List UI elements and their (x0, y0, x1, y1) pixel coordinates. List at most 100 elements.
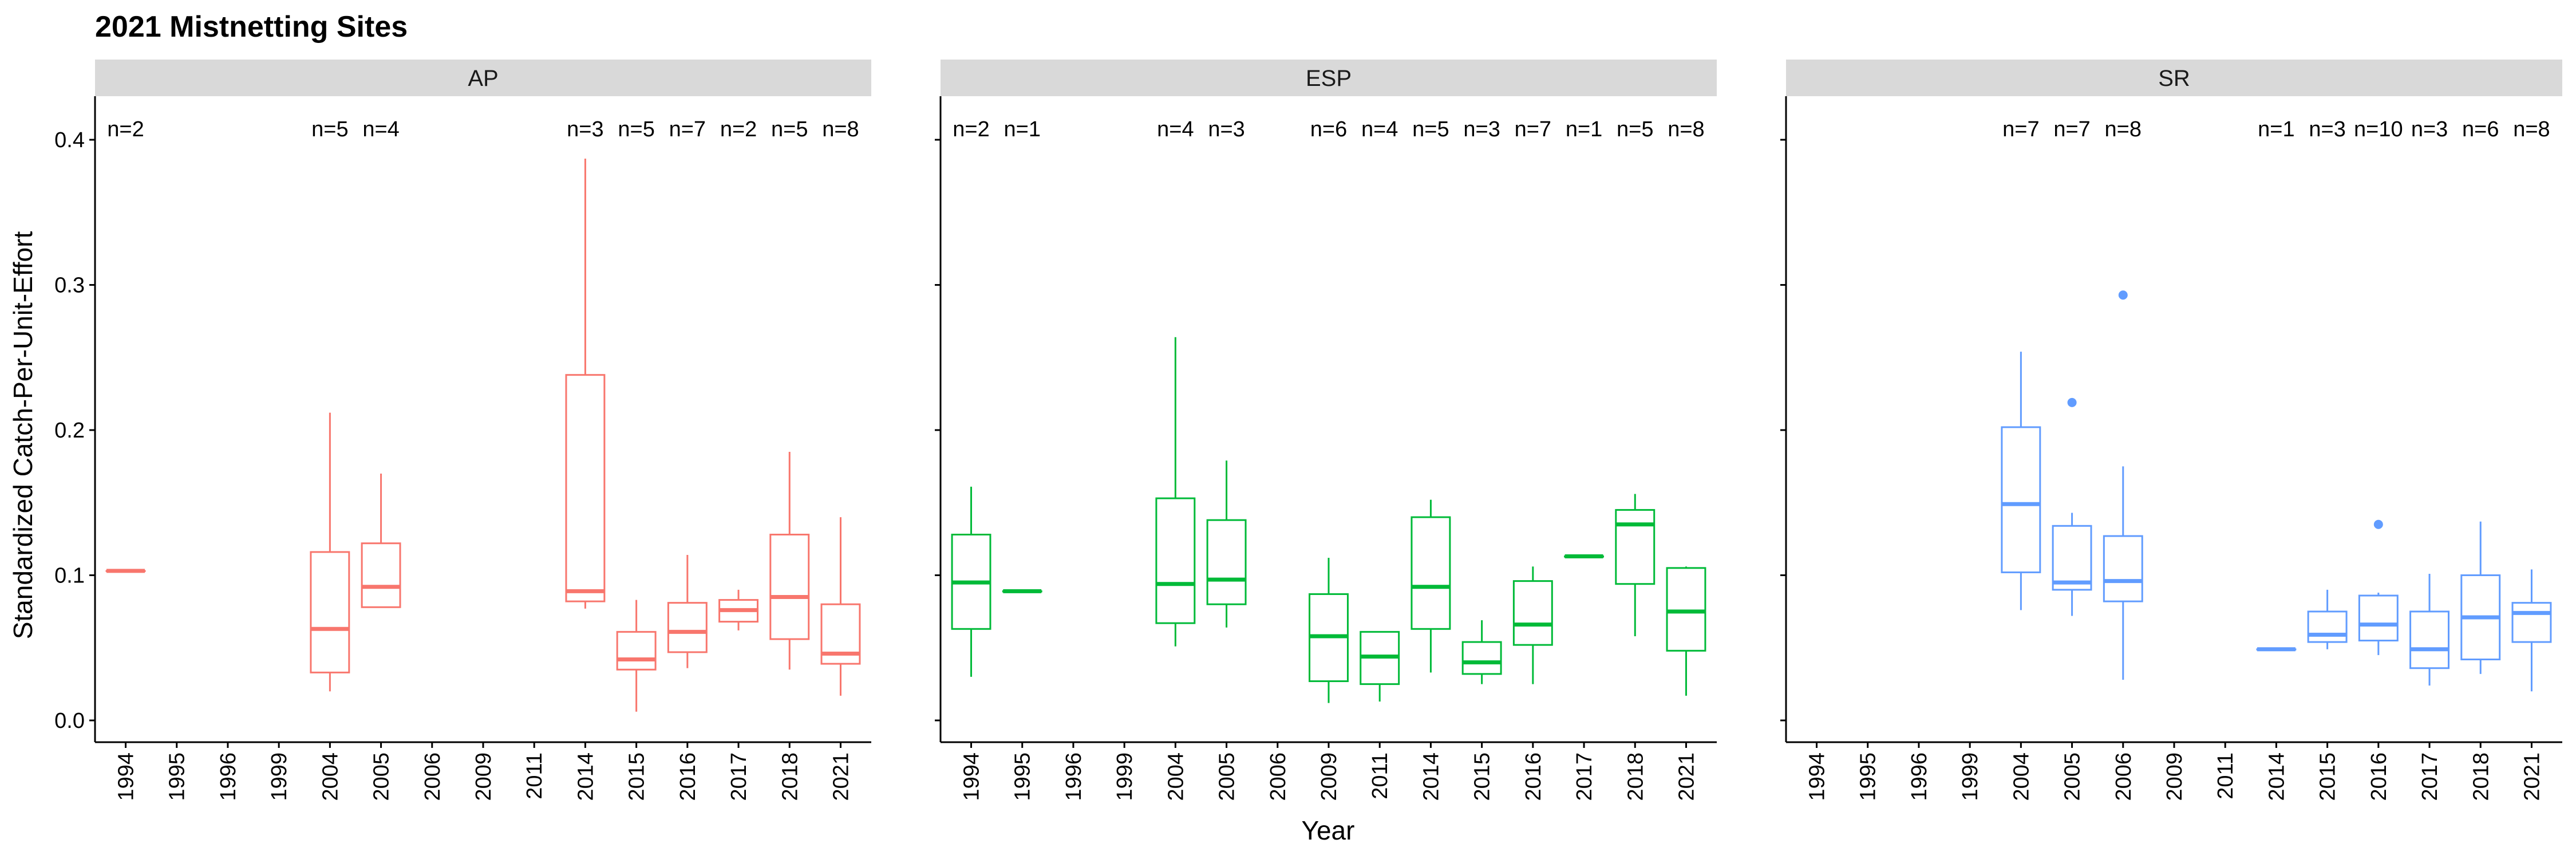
x-tick-label: 2005 (2061, 752, 2085, 801)
n-label: n=3 (1463, 117, 1500, 141)
box-ap-2004: n=5 (310, 117, 350, 692)
n-label: n=7 (669, 117, 706, 141)
panel-ap: AP 0.0 0.1 0.2 0.3 0.4 1994 1995 1996 1999 2004 200… (54, 60, 871, 801)
x-tick-label: 2015 (1471, 752, 1495, 801)
box-ap-2005: n=4 (361, 117, 401, 608)
box-body (2307, 610, 2348, 643)
x-tick-label: 2018 (1623, 752, 1647, 801)
box-body (616, 631, 657, 671)
box-esp-2004: n=4 (1155, 117, 1196, 647)
x-tick-label: 2009 (472, 752, 496, 801)
box-sr-2018: n=6 (2460, 117, 2501, 674)
box-body (2409, 610, 2450, 669)
box-body (1206, 519, 1247, 605)
n-label: n=2 (720, 117, 757, 141)
n-label: n=5 (618, 117, 654, 141)
x-tick-label: 1996 (1907, 752, 1931, 801)
x-tick-label: 2005 (370, 752, 394, 801)
strip-background (1786, 60, 2562, 96)
x-tick-label: 2009 (2163, 752, 2187, 801)
n-label: n=2 (107, 117, 144, 141)
x-tick-label: 2017 (2418, 752, 2442, 801)
box-ap-1994: n=2 (105, 117, 146, 573)
x-tick-label: 2018 (2469, 752, 2493, 801)
box-esp-2018: n=5 (1615, 117, 1656, 636)
box-body (2358, 594, 2399, 642)
strip-label-sr: SR (2158, 66, 2190, 91)
box-esp-2011: n=4 (1360, 117, 1400, 702)
panel-esp: ESP 1994 1995 1996 1999 2004 2005 2006 2009 2011 2… (935, 60, 1717, 801)
x-tick-label: 1999 (1958, 752, 1982, 801)
y-tick-label: 0.1 (54, 564, 85, 588)
panel-sr: SR 1994 1995 1996 1999 2004 2005 2006 2009 2011 20… (1780, 60, 2562, 801)
x-tick-label: 2016 (2367, 752, 2391, 801)
x-tick-label: 2004 (318, 752, 342, 801)
panels: AP 0.0 0.1 0.2 0.3 0.4 1994 1995 1996 1999 2004 200… (54, 60, 2562, 801)
n-label: n=8 (2105, 117, 2142, 141)
box-esp-2016: n=7 (1512, 117, 1553, 684)
x-tick-label: 2006 (421, 752, 445, 801)
x-tick-label: 1996 (1062, 752, 1086, 801)
strip-background (941, 60, 1717, 96)
box-sr-2004: n=7 (2001, 117, 2041, 610)
box-sr-2015: n=3 (2307, 117, 2348, 649)
box-ap-2018: n=5 (769, 117, 810, 670)
x-tick-label: 2011 (1368, 752, 1392, 799)
x-tick-label: 2015 (625, 752, 649, 801)
n-label: n=3 (2309, 117, 2345, 141)
y-tick-label: 0.3 (54, 274, 85, 298)
outlier-point (2067, 397, 2077, 407)
box-body (1461, 641, 1502, 675)
x-tick-label: 2009 (1317, 752, 1341, 801)
x-tick-label: 1994 (960, 752, 984, 801)
box-body (2511, 602, 2552, 643)
x-axis-title: Year (1302, 815, 1355, 845)
n-label: n=3 (2411, 117, 2448, 141)
n-label: n=7 (2053, 117, 2090, 141)
box-sr-2016: n=10 (2354, 117, 2403, 655)
x-tick-label: 2021 (2520, 752, 2544, 801)
n-label: n=10 (2354, 117, 2403, 141)
box-esp-2021: n=8 (1666, 117, 1706, 696)
box-body (565, 374, 606, 602)
box-esp-2017: n=1 (1564, 117, 1605, 559)
x-tick-label: 1996 (216, 752, 240, 801)
box-body (2052, 525, 2092, 591)
x-tick-label: 2014 (1419, 752, 1443, 801)
n-label: n=1 (2258, 117, 2294, 141)
n-label: n=2 (953, 117, 989, 141)
x-tick-label: 2016 (1522, 752, 1546, 801)
x-tick-label: 1995 (1011, 752, 1035, 801)
chart-title: 2021 Mistnetting Sites (95, 10, 408, 44)
strip-label-esp: ESP (1306, 66, 1352, 91)
outlier-point (2118, 290, 2128, 300)
n-label: n=5 (311, 117, 348, 141)
box-esp-2014: n=5 (1411, 117, 1451, 673)
x-tick-label: 2004 (1164, 752, 1188, 801)
box-body (1411, 516, 1451, 630)
x-tick-label: 2006 (2112, 752, 2136, 801)
box-sr-2021: n=8 (2511, 117, 2552, 692)
box-body (667, 602, 708, 653)
y-tick-label: 0.2 (54, 419, 85, 443)
box-body (361, 542, 401, 608)
x-tick-label: 2017 (1573, 752, 1597, 801)
x-tick-label: 2014 (574, 752, 598, 801)
n-label: n=4 (362, 117, 399, 141)
box-sr-2005: n=7 (2052, 117, 2092, 616)
box-body (1155, 497, 1196, 624)
n-label: n=3 (1208, 117, 1244, 141)
box-body (310, 551, 350, 673)
x-tick-label: 2018 (778, 752, 802, 801)
x-tick-label: 1999 (1113, 752, 1137, 801)
x-tick-label: 2011 (523, 752, 547, 799)
strip-background (95, 60, 871, 96)
box-body (769, 534, 810, 640)
n-label: n=6 (2462, 117, 2499, 141)
x-tick-label: 2021 (1674, 752, 1698, 801)
x-tick-label: 2014 (2265, 752, 2289, 801)
box-sr-2014: n=1 (2256, 117, 2297, 652)
n-label: n=5 (771, 117, 808, 141)
box-ap-2017: n=2 (718, 117, 759, 631)
